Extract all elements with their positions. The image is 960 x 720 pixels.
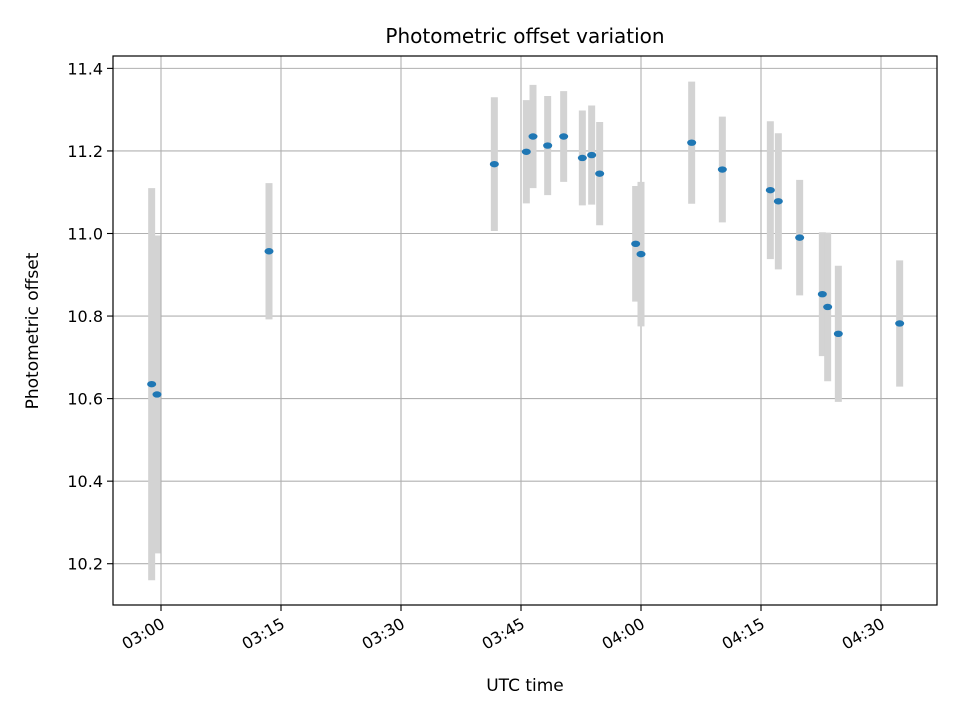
data-point <box>521 148 531 155</box>
plot-frame <box>112 55 938 606</box>
y-tick-label: 10.6 <box>67 390 103 409</box>
data-point <box>264 248 274 255</box>
data-point <box>147 380 157 388</box>
y-tick-label: 10.4 <box>67 472 103 491</box>
data-point <box>795 234 805 241</box>
data-point <box>765 186 775 194</box>
data-point <box>559 133 569 140</box>
data-point <box>817 290 827 298</box>
data-point <box>489 160 499 168</box>
x-axis-label: UTC time <box>486 676 564 696</box>
data-point <box>152 391 162 398</box>
y-tick-label: 11.4 <box>67 59 103 78</box>
y-axis-label: Photometric offset <box>23 252 43 409</box>
y-axis-ticks: 10.2 10.4 10.6 10.8 11.0 11.2 11.4 <box>67 59 113 574</box>
data-point <box>773 198 783 205</box>
data-point <box>543 142 553 149</box>
data-point <box>895 320 905 327</box>
data-point <box>717 166 727 173</box>
data-point <box>687 139 697 146</box>
y-tick-label: 11.2 <box>67 142 103 161</box>
data-points <box>147 133 905 398</box>
data-point <box>823 303 833 311</box>
data-point <box>833 330 843 338</box>
data-point <box>636 250 646 258</box>
y-tick-label: 10.8 <box>67 307 103 326</box>
data-point <box>631 240 641 248</box>
chart-title: Photometric offset variation <box>385 24 664 48</box>
data-point <box>595 170 605 177</box>
y-tick-label: 10.2 <box>67 555 103 574</box>
data-point <box>587 151 597 159</box>
y-tick-label: 11.0 <box>67 224 103 243</box>
data-point <box>577 154 587 162</box>
data-point <box>528 133 538 140</box>
